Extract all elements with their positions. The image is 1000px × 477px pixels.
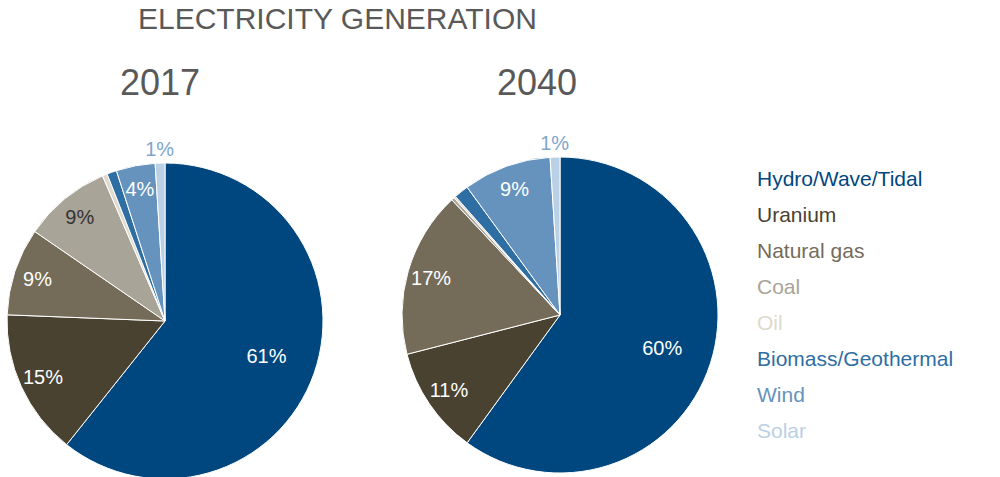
- svg-text:9%: 9%: [23, 268, 52, 290]
- svg-text:1%: 1%: [540, 132, 569, 154]
- html-text:ELECTRICITY GENERATION: ELECTRICITY GENERATION: [138, 2, 537, 35]
- svg-text:61%: 61%: [246, 345, 286, 367]
- html-text:2040: 2040: [497, 62, 577, 103]
- html-text:Wind: Wind: [757, 383, 805, 406]
- html-text:Uranium: Uranium: [757, 203, 837, 226]
- html-text:Natural gas: Natural gas: [757, 239, 865, 262]
- html-text:2017: 2017: [120, 62, 200, 103]
- html-text:Oil: Oil: [757, 311, 783, 334]
- svg-text:9%: 9%: [65, 206, 94, 228]
- svg-text:4%: 4%: [126, 178, 155, 200]
- html-text:Hydro/Wave/Tidal: Hydro/Wave/Tidal: [757, 167, 923, 190]
- svg-text:1%: 1%: [145, 138, 174, 160]
- html-text:Coal: Coal: [757, 275, 801, 298]
- html-text:Biomass/Geothermal: Biomass/Geothermal: [757, 347, 954, 370]
- svg-text:60%: 60%: [642, 337, 682, 359]
- svg-text:11%: 11%: [430, 379, 469, 401]
- svg-text:17%: 17%: [411, 267, 451, 289]
- svg-text:9%: 9%: [500, 178, 529, 200]
- html-text:Solar: Solar: [757, 419, 806, 442]
- svg-text:15%: 15%: [23, 366, 63, 388]
